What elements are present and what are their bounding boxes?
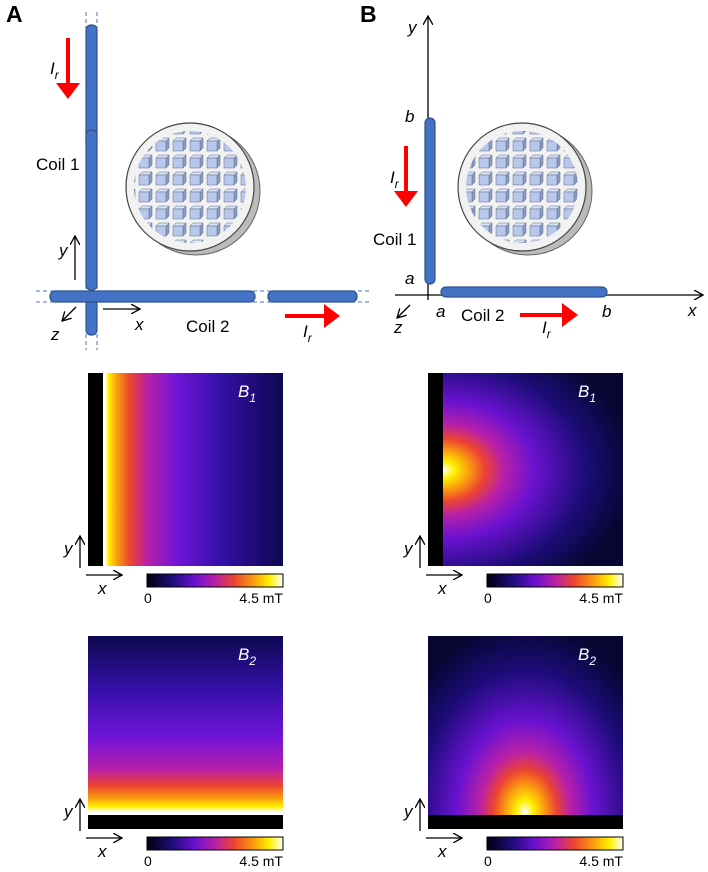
colorbar-max: 4.5 mT xyxy=(579,590,623,606)
coil-strip xyxy=(428,373,443,566)
map-label-sub: 2 xyxy=(588,654,596,668)
panel-label: A xyxy=(6,1,23,27)
field-map xyxy=(428,373,623,566)
coil-strip xyxy=(88,373,103,566)
axis-mark: a xyxy=(405,269,414,288)
map-label-sub: 1 xyxy=(249,391,256,405)
map-label-main: B xyxy=(578,645,589,664)
tspan-def: r xyxy=(55,68,60,82)
coil-label: Coil 2 xyxy=(461,306,504,325)
map-label-main: B xyxy=(238,382,249,401)
coil xyxy=(440,286,608,298)
map-label: B2 xyxy=(238,645,256,668)
axis-label: y xyxy=(407,18,418,37)
tspan-def: r xyxy=(308,331,313,345)
map-label-sub: 2 xyxy=(248,654,256,668)
map-label-sub: 1 xyxy=(589,391,596,405)
axis-mark: b xyxy=(405,107,414,126)
colorbar-max: 4.5 mT xyxy=(239,590,283,606)
current-label: Ir xyxy=(390,168,400,191)
map-label: B2 xyxy=(578,645,596,668)
map-label: B1 xyxy=(238,382,256,405)
colorbar xyxy=(486,573,624,588)
colorbar-max: 4.5 mT xyxy=(579,853,623,869)
axis-label: x xyxy=(134,315,144,334)
current-label: Ir xyxy=(303,322,313,345)
coil-label: Coil 1 xyxy=(36,155,79,174)
axis-mark: a xyxy=(436,302,445,321)
colorbar-min: 0 xyxy=(484,853,492,869)
pillars xyxy=(466,131,578,243)
axis-mark: b xyxy=(602,302,611,321)
axis-label: y xyxy=(63,539,74,558)
coil-strip xyxy=(88,815,283,829)
coil xyxy=(267,290,358,303)
colorbar-min: 0 xyxy=(484,590,492,606)
axis-label: x xyxy=(97,579,107,598)
current-label: Ir xyxy=(542,318,552,341)
colorbar xyxy=(146,836,284,851)
edge-line xyxy=(103,373,106,566)
coil xyxy=(49,290,256,303)
axis-label: x xyxy=(437,579,447,598)
colorbar-min: 0 xyxy=(144,853,152,869)
coil-label: Coil 1 xyxy=(373,230,416,249)
axis-label: y xyxy=(403,539,414,558)
tspan-def: I xyxy=(390,168,395,187)
axis-arrow xyxy=(397,304,411,318)
axis-label: z xyxy=(393,318,403,337)
colorbar xyxy=(146,573,284,588)
map-label-main: B xyxy=(578,382,589,401)
axis-label: x xyxy=(437,842,447,861)
tspan-def: I xyxy=(542,318,547,337)
tspan-def: I xyxy=(303,322,308,341)
field-map xyxy=(88,636,283,829)
coil xyxy=(85,299,98,336)
map-label: B1 xyxy=(578,382,596,405)
axis-label: y xyxy=(63,802,74,821)
colorbar-min: 0 xyxy=(144,590,152,606)
coil xyxy=(85,24,98,144)
edge-line xyxy=(88,812,283,815)
coil xyxy=(424,117,436,285)
panel-label: B xyxy=(360,1,377,27)
current-label: Ir xyxy=(50,59,60,82)
map-label-main: B xyxy=(238,645,249,664)
axis-arrow xyxy=(62,306,77,321)
axis-label: y xyxy=(58,241,69,260)
colorbar xyxy=(486,836,624,851)
axis-label: z xyxy=(50,325,60,344)
tspan-def: r xyxy=(547,327,552,341)
field-map xyxy=(428,636,623,829)
tspan-def: r xyxy=(395,177,400,191)
coil-label: Coil 2 xyxy=(186,317,229,336)
tspan-def: I xyxy=(50,59,55,78)
field-map xyxy=(88,373,283,566)
coil xyxy=(85,129,98,291)
coil-strip xyxy=(428,815,623,829)
axis-label: x xyxy=(97,842,107,861)
axis-label: y xyxy=(403,802,414,821)
axis-label: x xyxy=(687,301,697,320)
colorbar-max: 4.5 mT xyxy=(239,853,283,869)
pillars xyxy=(134,131,246,243)
